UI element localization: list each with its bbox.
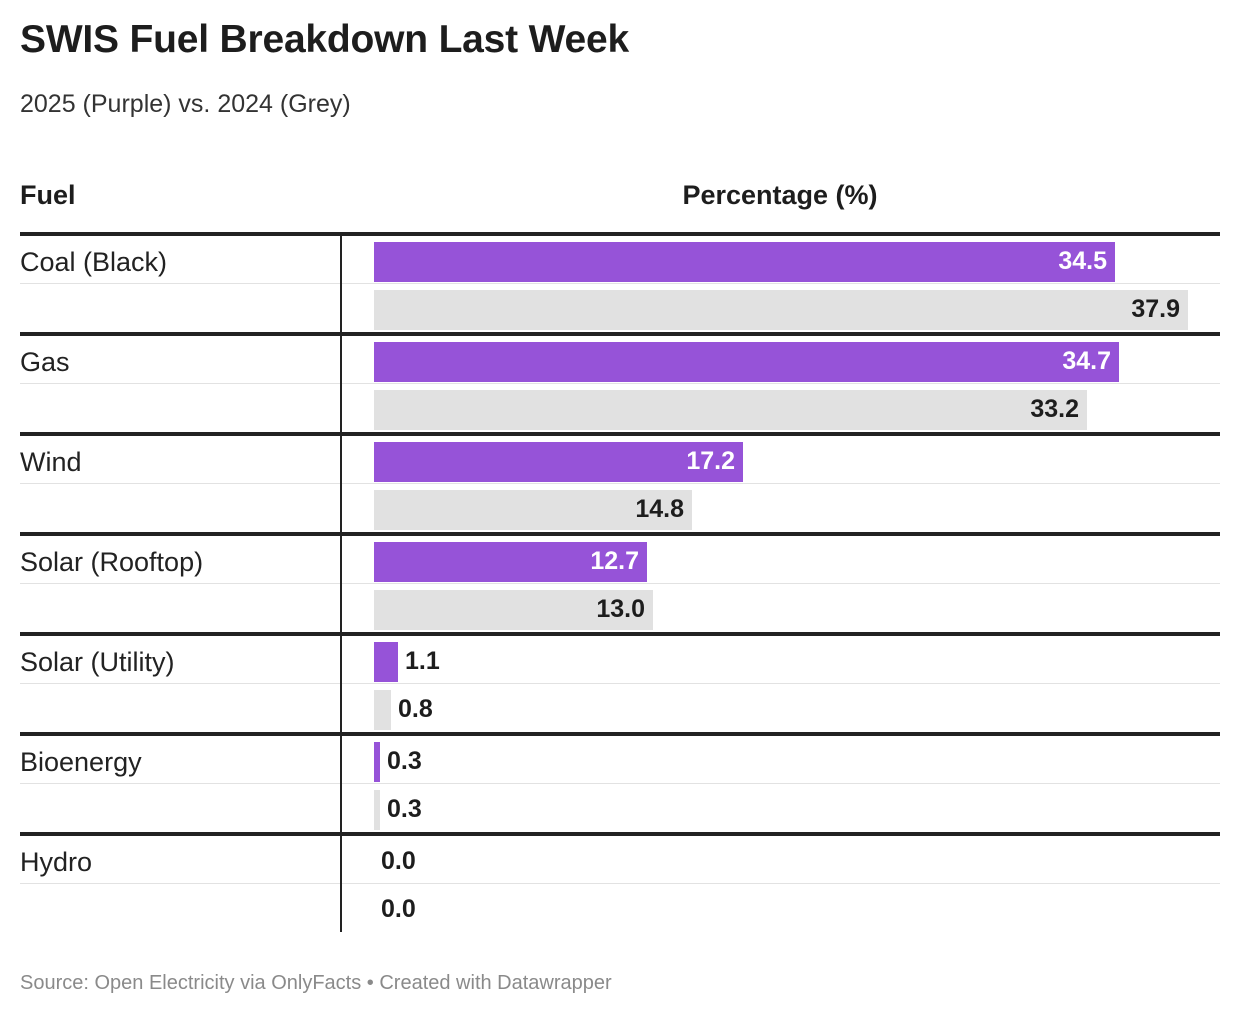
- fuel-label: Solar (Utility): [20, 647, 175, 677]
- source-footer: Source: Open Electricity via OnlyFacts •…: [20, 972, 612, 994]
- value-label: 0.3: [387, 795, 422, 823]
- bar-p2025: [374, 242, 1115, 282]
- fuel-column-header: Fuel: [20, 180, 76, 210]
- value-label: 34.7: [1062, 347, 1111, 375]
- bar-p2024: [374, 490, 692, 530]
- bar-p2025: [374, 342, 1119, 382]
- table-row: 14.8: [20, 484, 1220, 532]
- bar-p2025: [374, 542, 647, 582]
- table-row: Bioenergy 0.3: [20, 736, 1220, 784]
- value-label: 17.2: [686, 447, 735, 475]
- table-row: 37.9: [20, 284, 1220, 332]
- bar-p2025: [374, 642, 398, 682]
- table-row: 0.8: [20, 684, 1220, 732]
- table-row: 13.0: [20, 584, 1220, 632]
- value-label: 34.5: [1058, 247, 1107, 275]
- label-divider-line: [340, 232, 342, 932]
- value-label: 0.0: [381, 895, 416, 923]
- fuel-label: Bioenergy: [20, 747, 142, 777]
- value-label: 1.1: [405, 647, 440, 675]
- chart-subtitle: 2025 (Purple) vs. 2024 (Grey): [20, 90, 351, 118]
- value-label: 37.9: [1131, 295, 1180, 323]
- table-row: 0.3: [20, 784, 1220, 832]
- table-row: Solar (Utility) 1.1: [20, 636, 1220, 684]
- table-row: Solar (Rooftop) 12.7: [20, 536, 1220, 584]
- bar-p2024: [374, 690, 391, 730]
- table-row: Hydro 0.0: [20, 836, 1220, 884]
- table-row: Wind 17.2: [20, 436, 1220, 484]
- fuel-group: Coal (Black) 34.5 37.9: [20, 232, 1220, 332]
- bar-p2024: [374, 790, 380, 830]
- value-label: 13.0: [596, 595, 645, 623]
- bar-p2025: [374, 442, 743, 482]
- bar-p2024: [374, 290, 1188, 330]
- value-label: 12.7: [590, 547, 639, 575]
- value-label: 0.3: [387, 747, 422, 775]
- fuel-label: Solar (Rooftop): [20, 547, 204, 577]
- table-row: Coal (Black) 34.5: [20, 236, 1220, 284]
- table-row: 0.0: [20, 884, 1220, 932]
- bar-p2024: [374, 590, 653, 630]
- bar-p2025: [374, 742, 380, 782]
- fuel-group: Solar (Utility) 1.1 0.8: [20, 632, 1220, 732]
- chart-title: SWIS Fuel Breakdown Last Week: [20, 18, 629, 61]
- table-row: 33.2: [20, 384, 1220, 432]
- fuel-label: Wind: [20, 447, 82, 477]
- percentage-column-header: Percentage (%): [682, 180, 878, 210]
- fuel-group: Hydro 0.0 0.0: [20, 832, 1220, 932]
- table-row: Gas 34.7: [20, 336, 1220, 384]
- value-label: 33.2: [1030, 395, 1079, 423]
- fuel-group: Solar (Rooftop) 12.7 13.0: [20, 532, 1220, 632]
- fuel-label: Hydro: [20, 847, 93, 877]
- fuel-table: Coal (Black) 34.5 37.9 Gas 34.7 33.2 Wind 17.2 1…: [20, 232, 1220, 932]
- fuel-label: Gas: [20, 347, 70, 377]
- fuel-group: Bioenergy 0.3 0.3: [20, 732, 1220, 832]
- value-label: 0.8: [398, 695, 433, 723]
- fuel-group: Wind 17.2 14.8: [20, 432, 1220, 532]
- fuel-group: Gas 34.7 33.2: [20, 332, 1220, 432]
- value-label: 0.0: [381, 847, 416, 875]
- value-label: 14.8: [635, 495, 684, 523]
- bar-p2024: [374, 390, 1087, 430]
- fuel-label: Coal (Black): [20, 247, 168, 277]
